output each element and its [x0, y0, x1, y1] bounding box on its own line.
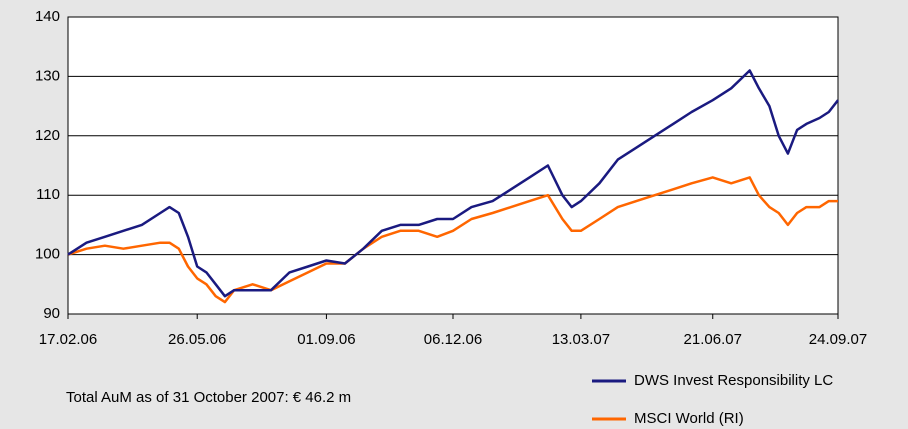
y-tick-label: 90	[43, 305, 60, 322]
y-tick-label: 100	[35, 246, 60, 263]
y-tick-label: 110	[36, 186, 60, 203]
y-tick-label: 140	[35, 8, 60, 25]
x-tick-label: 06.12.06	[424, 331, 482, 348]
plot-area	[67, 16, 839, 315]
x-tick-label: 24.09.07	[809, 331, 867, 348]
x-tick-label: 13.03.07	[552, 331, 610, 348]
y-tick-label: 130	[35, 67, 60, 84]
legend-label: DWS Invest Responsibility LC	[634, 372, 833, 389]
x-tick-label: 01.09.06	[297, 331, 355, 348]
x-tick-label: 17.02.06	[39, 331, 97, 348]
y-tick-label: 120	[35, 127, 60, 144]
series-line	[67, 176, 838, 304]
x-tick-label: 26.05.06	[168, 331, 226, 348]
annotation: Total AuM as of 31 October 2007: € 46.2 …	[66, 389, 351, 406]
legend-label: MSCI World (RI)	[634, 410, 744, 427]
series-line	[67, 69, 839, 298]
x-tick-label: 21.06.07	[684, 331, 742, 348]
